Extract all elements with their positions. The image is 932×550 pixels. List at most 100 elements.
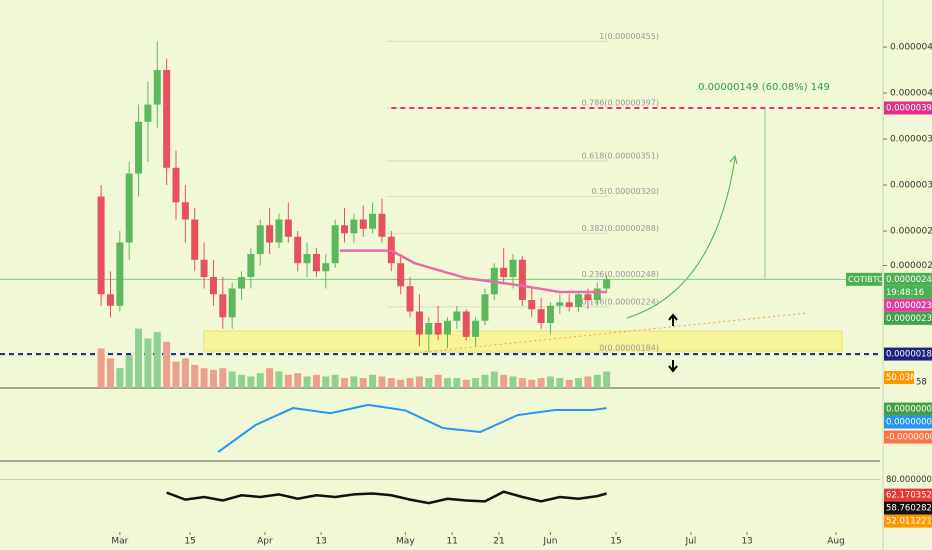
candle-body <box>537 309 545 324</box>
candle-body <box>472 320 480 337</box>
volume-bar <box>322 376 330 388</box>
volume-bar <box>228 371 236 388</box>
candle-body <box>97 196 105 295</box>
candle-body <box>443 320 451 335</box>
volume-bar <box>378 376 386 388</box>
candle-body <box>528 300 536 310</box>
x-tick-label: 15 <box>184 537 195 547</box>
candle-body <box>415 311 423 335</box>
fib-label: 0.382(0.00000288) <box>581 224 659 233</box>
candle-body <box>350 219 358 234</box>
volume-tag <box>884 371 914 384</box>
volume-bar <box>200 368 208 388</box>
volume-bar <box>144 338 152 388</box>
volume-bar <box>603 371 611 388</box>
candle-body <box>556 302 564 306</box>
volume-bar <box>284 374 292 388</box>
candle-body <box>209 277 217 295</box>
candle-body <box>266 225 274 243</box>
layer: 0.00000450 0.00000410 0.00000370 0.00000330… <box>0 32 932 547</box>
volume-bar <box>153 331 161 388</box>
volume-bar <box>125 355 133 388</box>
candle-body <box>284 219 292 237</box>
candle-body <box>500 267 508 278</box>
price-tag <box>884 501 932 515</box>
volume-tag-extra: 58 <box>916 378 927 388</box>
candle-body <box>481 294 489 321</box>
candle-body <box>294 236 302 264</box>
fib-label: 0.5(0.00000320) <box>592 187 659 196</box>
volume-bar <box>443 378 451 388</box>
volume-bar <box>387 378 395 388</box>
volume-bar <box>191 364 199 388</box>
volume-bar <box>350 376 358 388</box>
zone-box <box>203 330 843 352</box>
price-tag-text: 0.00000236 <box>886 301 932 311</box>
trend-line <box>394 312 809 356</box>
volume-bar <box>453 378 461 388</box>
candle-body <box>603 279 611 289</box>
volume-bar <box>556 378 564 388</box>
volume-bar <box>97 348 105 388</box>
candle-body <box>125 173 133 243</box>
macd-line <box>217 403 607 453</box>
candle-body <box>106 294 114 306</box>
x-tick-label: Jun <box>542 537 557 547</box>
volume-bar <box>266 368 274 388</box>
fib-label: 0.236(0.00000248) <box>581 270 659 279</box>
volume-bar <box>406 378 414 388</box>
volume-bar <box>500 374 508 388</box>
candle-body <box>219 294 227 318</box>
volume-bar <box>434 374 442 388</box>
price-tag <box>884 430 932 444</box>
moving-average <box>339 249 607 294</box>
y-tick-label: 0.00000370 <box>890 135 932 145</box>
candle-body <box>312 254 320 272</box>
volume-bar <box>116 368 124 388</box>
y-tick-label: 0.00000450 <box>890 43 932 53</box>
volume-bar <box>238 374 246 388</box>
measure-label: 0.00000149 (60.08%) 149 <box>698 82 830 93</box>
candle-body <box>509 259 517 278</box>
volume-bar <box>584 376 592 388</box>
fib-label: 1(0.00000455) <box>599 32 659 41</box>
volume-bar <box>537 378 545 388</box>
x-tick-label: 15 <box>610 537 621 547</box>
stoch-line <box>166 490 607 505</box>
volume-bar <box>397 379 405 388</box>
volume-bar <box>331 374 339 388</box>
volume-bar <box>275 371 283 388</box>
volume-bar <box>294 373 302 388</box>
price-tag <box>884 298 932 312</box>
y-tick-label: 0.00000290 <box>890 227 932 237</box>
volume-bar <box>565 379 573 388</box>
volume-bar <box>425 378 433 388</box>
volume-bar <box>593 374 601 388</box>
candle-body <box>425 323 433 335</box>
candle-body <box>434 323 442 335</box>
candle-body <box>397 263 405 287</box>
x-tick-label: Apr <box>257 537 273 547</box>
candle-body <box>546 305 554 324</box>
candle-body <box>369 213 377 229</box>
arrow-head <box>729 154 738 165</box>
volume-bar <box>509 376 517 388</box>
candle-body <box>462 311 470 337</box>
candle-body <box>181 202 189 220</box>
y-tick-label: 0.00000410 <box>890 89 932 99</box>
price-tag-text: 58.76028273 <box>886 504 932 514</box>
volume-bar <box>490 371 498 388</box>
x-tick-label: Mar <box>111 537 128 547</box>
price-tag-text: 0.00000397 <box>886 103 932 113</box>
candle-body <box>191 219 199 260</box>
candle-body <box>238 277 246 289</box>
candle-body <box>518 259 526 301</box>
volume-bar <box>341 378 349 388</box>
candle-body <box>378 213 386 237</box>
price-tag-text: 0.00000183 <box>886 350 932 360</box>
price-tag <box>884 285 932 299</box>
candle-body <box>331 225 339 264</box>
